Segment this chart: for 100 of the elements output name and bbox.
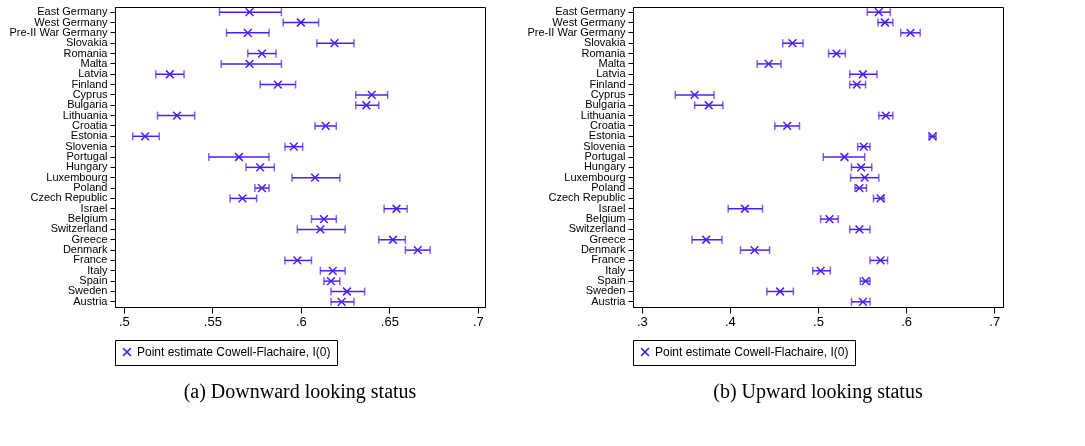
point <box>243 28 253 38</box>
x-tick-label: .5 <box>118 313 130 329</box>
legend-label: Point estimate Cowell-Flachaire, I(0) <box>137 345 331 359</box>
point <box>234 152 244 162</box>
point <box>824 214 835 224</box>
point <box>740 204 750 214</box>
point <box>391 204 402 214</box>
y-tick-label: Denmark <box>62 243 108 256</box>
point <box>875 255 886 266</box>
point <box>875 193 886 203</box>
point <box>237 193 248 203</box>
point <box>310 173 320 183</box>
y-tick-label: Greece <box>589 232 626 245</box>
y-tick-label: Romania <box>581 46 627 59</box>
y-tick-label: Denmark <box>580 243 626 256</box>
y-tick-label: Estonia <box>588 129 627 142</box>
point <box>749 245 760 255</box>
point <box>413 245 423 255</box>
y-tick-label: Israel <box>80 201 108 214</box>
point <box>342 286 352 297</box>
point <box>315 224 325 235</box>
point <box>775 286 785 297</box>
point <box>255 162 265 172</box>
point <box>787 38 798 48</box>
y-tick-label: Greece <box>71 232 108 245</box>
y-tick-label: France <box>73 253 108 266</box>
y-tick-label: Belgium <box>67 212 108 225</box>
x-tick-label: .6 <box>295 313 307 329</box>
point <box>881 111 891 121</box>
y-tick-label: Croatia <box>590 118 627 131</box>
point <box>244 7 255 17</box>
y-tick-label: Croatia <box>72 118 109 131</box>
x-tick-label: .55 <box>203 313 222 329</box>
point <box>319 214 329 224</box>
point <box>854 183 865 193</box>
point <box>292 255 302 266</box>
y-tick-label: Israel <box>598 201 626 214</box>
point <box>858 69 868 79</box>
x-tick-label: .4 <box>724 313 736 329</box>
x-tick-label: .7 <box>989 313 1001 329</box>
point <box>244 59 255 69</box>
y-tick-label: Slovenia <box>583 139 627 152</box>
point <box>782 121 792 131</box>
text: (b) Upward looking status <box>713 379 923 403</box>
point <box>874 7 884 17</box>
point <box>336 297 347 307</box>
point <box>831 48 842 59</box>
y-tick-label: Romania <box>63 46 109 59</box>
x-tick-label: .7 <box>473 313 484 329</box>
point <box>257 183 267 193</box>
point <box>854 224 865 235</box>
text: (a) Downward looking status <box>183 379 417 403</box>
point <box>273 79 283 90</box>
point <box>856 162 866 172</box>
y-tick-label: France <box>591 253 626 266</box>
y-tick-label: Austria <box>73 294 109 307</box>
x-tick-label: .6 <box>901 313 913 329</box>
point <box>257 48 267 59</box>
point <box>704 100 714 110</box>
point <box>905 28 916 38</box>
point <box>296 17 306 28</box>
y-tick-label: East Germany <box>37 5 108 18</box>
point <box>690 90 700 100</box>
point <box>859 142 869 152</box>
point <box>839 152 850 162</box>
y-tick-label: Czech Republic <box>548 191 626 204</box>
point <box>361 100 372 110</box>
point <box>165 69 175 79</box>
point <box>140 131 150 141</box>
y-tick-label: Finland <box>71 77 108 90</box>
y-tick-label: Italy <box>605 263 626 276</box>
point <box>701 235 711 245</box>
y-tick-label: Latvia <box>596 67 627 80</box>
y-tick-label: Portugal <box>584 150 626 162</box>
y-tick-label: Latvia <box>78 67 109 80</box>
y-tick-label: Czech Republic <box>30 191 108 204</box>
y-tick-label: Malta <box>598 56 627 69</box>
y-tick-label: Cyprus <box>72 87 108 100</box>
point <box>321 121 331 131</box>
y-tick-label: Slovenia <box>65 139 109 152</box>
point <box>172 111 182 121</box>
x-tick-label: .65 <box>380 313 399 329</box>
y-tick-label: Malta <box>80 56 109 69</box>
point <box>764 59 774 69</box>
y-tick-label: Cyprus <box>590 87 626 100</box>
y-tick-label: Finland <box>589 77 626 90</box>
point <box>880 17 890 28</box>
legend-label: Point estimate Cowell-Flachaire, I(0) <box>655 345 849 359</box>
point <box>852 79 862 90</box>
y-tick-label: Italy <box>87 263 108 276</box>
point <box>289 142 299 152</box>
point <box>860 173 870 183</box>
y-tick-label: Portugal <box>66 150 108 162</box>
y-tick-label: East Germany <box>555 5 626 18</box>
point <box>329 38 340 48</box>
point <box>367 90 377 100</box>
y-tick-label: Belgium <box>585 212 626 225</box>
point <box>858 297 868 307</box>
x-tick-label: .5 <box>813 313 824 329</box>
x-tick-label: .3 <box>636 313 648 329</box>
